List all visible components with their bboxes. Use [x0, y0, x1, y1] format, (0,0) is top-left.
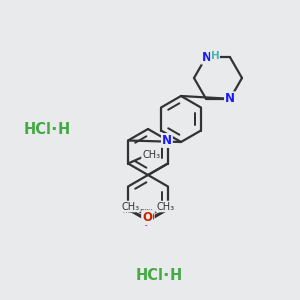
- Text: H: H: [211, 51, 219, 61]
- Text: H: H: [170, 268, 182, 284]
- Text: H: H: [58, 122, 70, 137]
- Text: CH₃: CH₃: [122, 202, 140, 212]
- Text: N: N: [202, 51, 212, 64]
- Text: HCl: HCl: [24, 122, 52, 137]
- Text: N: N: [225, 92, 235, 105]
- Text: CH₃: CH₃: [156, 202, 174, 212]
- Text: O: O: [142, 211, 152, 224]
- Text: ·: ·: [51, 121, 57, 139]
- Text: HCl: HCl: [136, 268, 164, 284]
- Text: N: N: [162, 134, 172, 147]
- Text: methoxy: methoxy: [123, 208, 153, 214]
- Text: CH₃: CH₃: [142, 149, 160, 160]
- Text: F: F: [144, 217, 152, 230]
- Text: ·: ·: [163, 267, 169, 285]
- Text: O: O: [144, 211, 154, 224]
